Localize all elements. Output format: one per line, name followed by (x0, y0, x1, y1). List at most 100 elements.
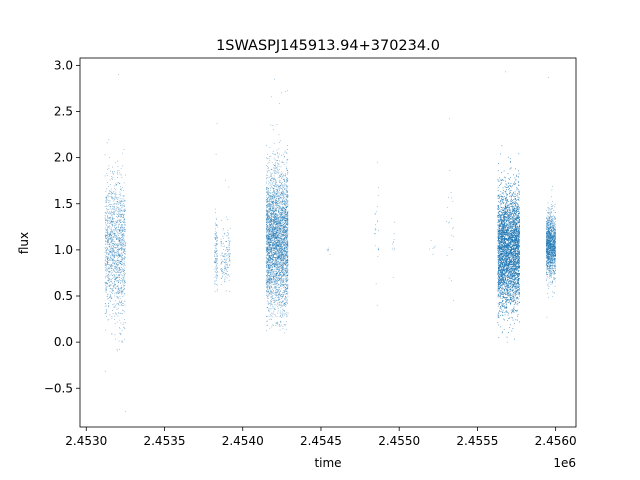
data-point (110, 281, 111, 283)
data-point (118, 213, 120, 214)
data-point (278, 163, 280, 164)
data-point (287, 285, 288, 286)
data-point (216, 276, 218, 278)
data-point (273, 259, 275, 261)
data-point (109, 290, 111, 292)
data-point (109, 251, 111, 253)
data-point (272, 246, 274, 248)
data-point (227, 251, 229, 253)
data-point (269, 262, 271, 263)
data-point (123, 263, 125, 264)
data-point (279, 202, 280, 203)
data-point (122, 305, 123, 306)
data-point (267, 254, 269, 256)
data-point (286, 218, 288, 219)
data-point (109, 222, 110, 224)
data-point (270, 206, 272, 208)
data-point (267, 191, 269, 192)
data-point (271, 230, 273, 231)
data-point (112, 292, 113, 294)
data-point (282, 262, 284, 264)
data-point (278, 231, 279, 233)
data-point (276, 201, 278, 203)
data-point (109, 211, 110, 213)
data-point (109, 234, 111, 236)
data-point (119, 292, 120, 293)
data-point (108, 239, 109, 241)
data-point (108, 168, 110, 169)
data-point (273, 265, 275, 266)
data-point (269, 246, 271, 247)
data-point (121, 329, 123, 331)
data-point (281, 268, 283, 269)
data-point (267, 214, 269, 216)
data-point (274, 163, 276, 165)
data-point (287, 284, 289, 286)
data-point (285, 201, 286, 202)
data-point (272, 227, 274, 229)
data-point (283, 281, 284, 283)
data-point (272, 197, 273, 199)
data-point (274, 229, 276, 231)
data-point (276, 272, 278, 274)
data-point (107, 268, 109, 270)
data-point (111, 254, 113, 256)
data-point (268, 290, 269, 292)
data-point (282, 202, 284, 204)
data-point (282, 242, 284, 244)
data-point (112, 249, 113, 251)
data-point (222, 255, 224, 257)
data-point (269, 195, 271, 197)
data-point (277, 160, 278, 161)
data-point (107, 241, 109, 243)
data-point (267, 229, 269, 231)
data-point (285, 233, 286, 235)
data-point (115, 247, 117, 249)
data-point (267, 200, 269, 202)
data-point (113, 249, 115, 251)
data-point (279, 212, 281, 213)
data-point (120, 290, 122, 292)
data-point (120, 228, 121, 229)
data-point (285, 209, 287, 211)
data-point (273, 212, 274, 213)
data-point (116, 238, 117, 240)
data-point (107, 274, 109, 276)
data-point (267, 168, 269, 169)
data-point (286, 166, 287, 168)
data-point (270, 278, 272, 280)
data-point (113, 244, 115, 246)
data-point (119, 268, 120, 270)
data-point (284, 195, 286, 197)
data-point (280, 201, 282, 203)
data-point (123, 214, 124, 216)
data-point (271, 198, 272, 199)
data-point (228, 186, 230, 188)
data-point (279, 250, 281, 252)
data-point (281, 214, 282, 216)
data-point (266, 241, 268, 242)
data-point (270, 239, 271, 241)
data-point (280, 263, 282, 265)
data-point (275, 248, 277, 250)
data-point (113, 303, 115, 305)
data-point (270, 192, 272, 194)
data-point (114, 214, 115, 215)
data-point (270, 286, 272, 287)
data-point (275, 209, 276, 211)
data-point (286, 312, 288, 314)
data-point (285, 204, 287, 206)
data-point (112, 205, 114, 207)
data-point (115, 220, 117, 222)
data-point (110, 188, 112, 190)
data-point (123, 227, 125, 228)
data-point (222, 255, 224, 257)
data-point (281, 256, 283, 257)
data-point (286, 290, 288, 292)
data-point (268, 240, 269, 242)
data-point (112, 221, 114, 223)
data-point (121, 287, 122, 289)
data-point (109, 250, 110, 252)
data-point (277, 173, 279, 174)
data-point (121, 275, 123, 277)
